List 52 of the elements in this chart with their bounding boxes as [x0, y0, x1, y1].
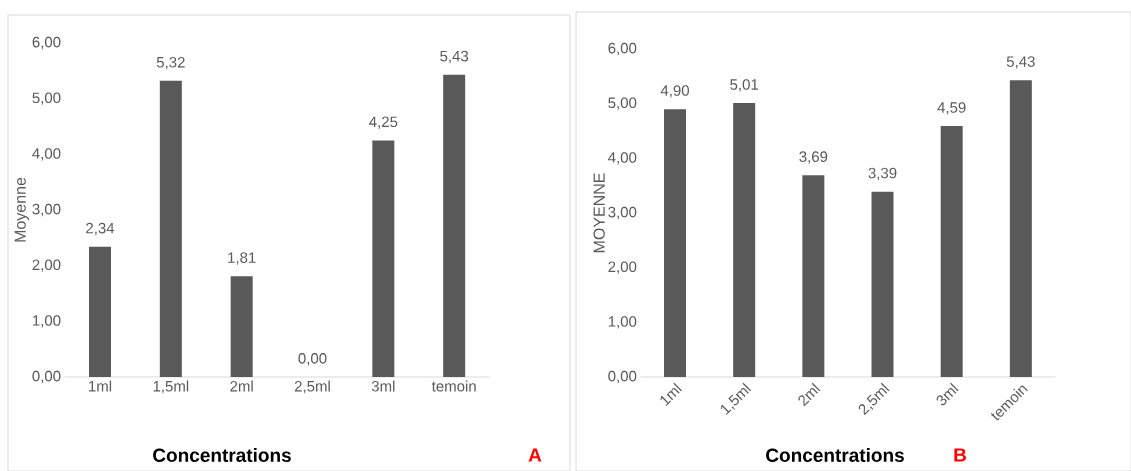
bar — [443, 74, 466, 377]
bar — [733, 103, 756, 377]
y-tick-label: 4,00 — [608, 152, 637, 165]
bar — [89, 246, 111, 377]
data-label: 3,39 — [868, 167, 897, 181]
x-tick-label: 2ml — [798, 382, 821, 407]
x-tick-label: 3ml — [936, 382, 959, 406]
x-tick-label: 3ml — [371, 380, 395, 392]
x-tick-label: 1ml — [660, 382, 682, 406]
text: B — [954, 448, 967, 462]
x-tick-label: 1,5ml — [153, 380, 189, 394]
x-tick-label: 2,5ml — [294, 380, 330, 394]
bar — [159, 80, 182, 377]
y-axis-title: Moyenne — [14, 177, 29, 242]
data-label: 4,25 — [369, 116, 398, 129]
y-tick-label: 1,00 — [608, 316, 637, 329]
data-label: 5,43 — [440, 50, 469, 64]
y-tick-label: 5,00 — [32, 92, 61, 105]
bar — [802, 175, 825, 377]
x-tick-label: 2ml — [230, 380, 253, 392]
data-label: 5,32 — [156, 56, 185, 70]
data-label: 5,43 — [1006, 56, 1035, 69]
y-tick-label: 5,00 — [608, 97, 637, 110]
y-tick-label: 3,00 — [608, 206, 637, 220]
y-axis-title: MOYENNE — [593, 173, 605, 253]
x-axis-title: Concentrations — [766, 448, 904, 462]
data-label: 0,00 — [298, 353, 327, 366]
bar — [940, 126, 963, 377]
y-tick-label: 1,00 — [33, 315, 61, 328]
data-label: 2,34 — [86, 222, 115, 236]
x-axis-title: Concentrations — [153, 448, 291, 462]
y-tick-label: 3,00 — [32, 203, 61, 217]
data-label: 5,01 — [730, 79, 759, 92]
text: A — [528, 448, 542, 462]
y-tick-label: 0,00 — [608, 370, 637, 384]
y-tick-label: 6,00 — [608, 42, 637, 56]
y-tick-label: 4,00 — [32, 148, 61, 161]
y-tick-label: 6,00 — [32, 36, 61, 50]
data-label: 3,69 — [799, 151, 828, 164]
bar — [1009, 80, 1032, 377]
y-tick-label: 2,00 — [608, 261, 637, 274]
y-tick-label: 0,00 — [32, 370, 61, 384]
bar — [871, 191, 894, 377]
bar — [664, 109, 687, 377]
data-label: 4,90 — [660, 85, 690, 98]
bar — [372, 140, 395, 377]
data-label: 1,81 — [228, 252, 256, 265]
data-label: 4,59 — [937, 102, 966, 115]
y-tick-label: 2,00 — [32, 259, 61, 272]
x-tick-label: temoin — [431, 380, 476, 392]
bar — [230, 276, 253, 377]
x-tick-label: 1ml — [89, 380, 112, 392]
